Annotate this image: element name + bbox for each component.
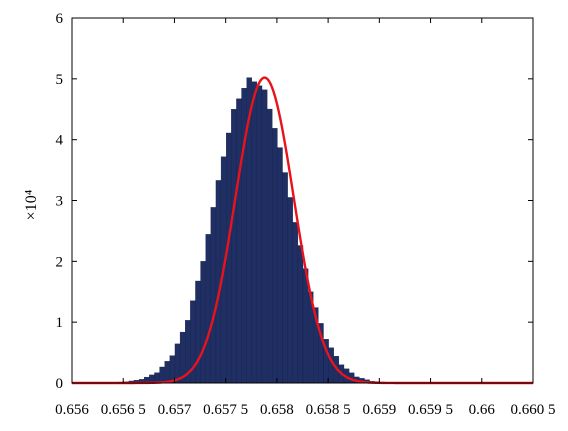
y-tick-label: 3: [56, 194, 64, 210]
x-tick-label: 0.660 5: [511, 402, 556, 418]
x-tick-label: 0.659 5: [408, 402, 453, 418]
histogram-bar: [292, 222, 299, 384]
histogram-bar: [226, 132, 232, 384]
x-tick-label: 0.659: [362, 402, 396, 418]
x-tick-label: 0.658: [260, 402, 294, 418]
histogram-bar: [302, 268, 309, 384]
y-tick-label: 5: [56, 72, 64, 88]
histogram-bar: [287, 197, 293, 384]
histogram-bar: [159, 366, 165, 384]
histogram-bar: [210, 207, 217, 384]
histogram-bar: [272, 128, 278, 384]
histogram-bar: [282, 172, 288, 384]
x-tick-label: 0.657: [158, 402, 192, 418]
x-tick-label: 0.66: [469, 402, 496, 418]
x-tick-label: 0.657 5: [203, 402, 248, 418]
histogram-bar: [231, 109, 237, 384]
x-tick-label: 0.656 5: [101, 402, 146, 418]
histogram-bar: [261, 89, 268, 384]
histogram-bar: [256, 85, 263, 384]
histogram-bar: [297, 245, 304, 384]
histogram-bar: [195, 280, 201, 384]
y-ticks: 0 1 2 3 4 5 6: [56, 11, 533, 392]
x-tick-label: 0.656: [55, 402, 89, 418]
histogram-bar: [277, 147, 283, 384]
bars-layer: [92, 77, 452, 384]
histogram-bar: [174, 343, 181, 384]
histogram-bar: [205, 234, 211, 384]
y-tick-label: 2: [56, 254, 64, 270]
y-tick-label: 4: [56, 133, 64, 149]
histogram-bar: [251, 81, 258, 384]
histogram-bar: [236, 98, 242, 384]
y-exponent-label: ×10⁴: [23, 189, 40, 220]
histogram-bar: [267, 108, 273, 384]
histogram-bar: [164, 361, 170, 384]
x-ticks: 0.656 0.656 5 0.657 0.657 5 0.658 0.658 5 0.65…: [55, 18, 556, 418]
histogram-bar: [200, 261, 206, 384]
x-tick-label: 0.658 5: [306, 402, 351, 418]
y-tick-label: 1: [56, 315, 64, 331]
y-tick-label: 0: [56, 376, 64, 392]
y-tick-label: 6: [56, 11, 64, 27]
